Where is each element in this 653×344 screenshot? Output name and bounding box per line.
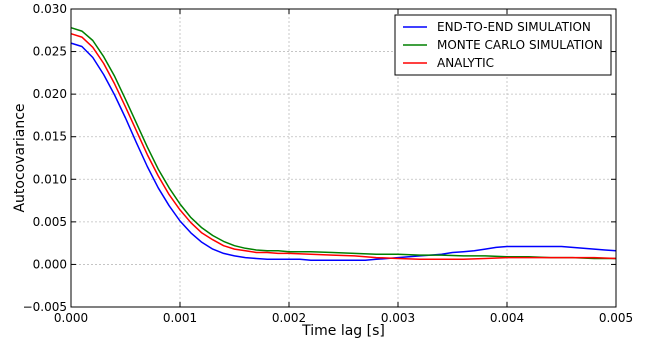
x-tick-label: 0.000 [54, 311, 88, 325]
series-lines [70, 26, 617, 261]
legend: END-TO-END SIMULATION MONTE CARLO SIMULAT… [394, 14, 612, 76]
plot-frame [70, 8, 617, 308]
x-tick-label: 0.001 [163, 311, 197, 325]
y-tick-label: 0.010 [33, 172, 67, 186]
y-tick-label: 0.015 [33, 130, 67, 144]
y-tick-label: 0.000 [33, 257, 67, 271]
y-tick-label: 0.005 [33, 215, 67, 229]
series-line-end-to-end-simulation [70, 42, 617, 261]
series-line-analytic [70, 32, 617, 261]
legend-box [394, 14, 612, 76]
y-axis-label: Autocovariance [12, 103, 28, 212]
y-tick-label: 0.030 [33, 2, 67, 16]
legend-entry: END-TO-END SIMULATION [437, 20, 591, 34]
x-axis-label: Time lag [s] [301, 323, 385, 339]
x-tick-label: 0.004 [490, 311, 524, 325]
y-tick-label: −0.005 [23, 300, 67, 314]
y-tick-label: 0.020 [33, 87, 67, 101]
legend-entry: ANALYTIC [437, 56, 494, 70]
legend-entry: MONTE CARLO SIMULATION [437, 38, 603, 52]
x-tick-label: 0.005 [599, 311, 633, 325]
series-line-monte-carlo-simulation [70, 26, 616, 260]
y-tick-label: 0.025 [33, 45, 67, 59]
axis-ticks: 0.000 0.001 0.002 0.003 0.004 0.005−0.0050.00… [23, 2, 634, 325]
x-tick-label: 0.003 [381, 311, 415, 325]
x-tick-label: 0.002 [272, 311, 306, 325]
